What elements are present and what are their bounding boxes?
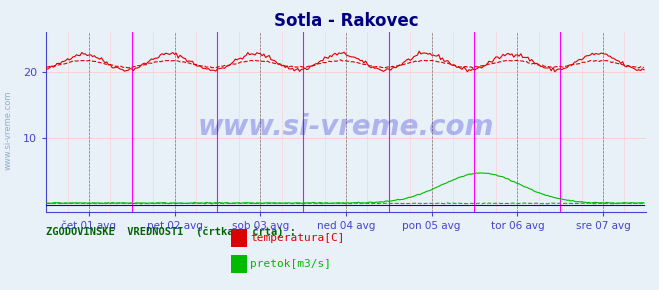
Text: ZGODOVINSKE  VREDNOSTI  (črtkana črta) :: ZGODOVINSKE VREDNOSTI (črtkana črta) : (46, 226, 296, 237)
Title: Sotla - Rakovec: Sotla - Rakovec (273, 12, 418, 30)
Text: www.si-vreme.com: www.si-vreme.com (3, 91, 13, 170)
Text: www.si-vreme.com: www.si-vreme.com (198, 113, 494, 141)
Text: pretok[m3/s]: pretok[m3/s] (250, 259, 331, 269)
Text: temperatura[C]: temperatura[C] (250, 233, 345, 243)
